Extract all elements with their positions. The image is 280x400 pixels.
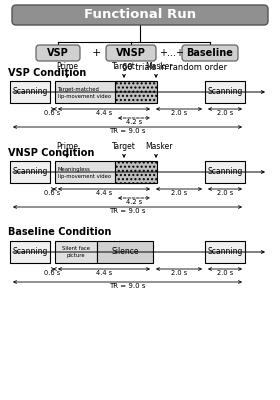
Bar <box>10 81 50 103</box>
Text: Meaningless
lip-movement video: Meaningless lip-movement video <box>58 167 111 178</box>
Text: 4.4 s: 4.4 s <box>96 110 112 116</box>
Text: Masker: Masker <box>145 62 173 71</box>
Text: Scanning: Scanning <box>207 168 243 176</box>
Bar <box>115 161 157 183</box>
Text: Target-matched
lip-movement video: Target-matched lip-movement video <box>58 87 111 99</box>
Text: Scanning: Scanning <box>207 88 243 96</box>
Text: 2.0 s: 2.0 s <box>217 190 233 196</box>
Text: 4.4 s: 4.4 s <box>96 270 112 276</box>
Text: 2.0 s: 2.0 s <box>171 190 187 196</box>
Text: Scanning: Scanning <box>12 88 48 96</box>
Text: Scanning: Scanning <box>12 248 48 256</box>
FancyBboxPatch shape <box>12 5 268 25</box>
FancyBboxPatch shape <box>36 45 80 61</box>
Text: Masker: Masker <box>145 142 173 151</box>
Text: 4.4 s: 4.4 s <box>96 190 112 196</box>
Text: Target: Target <box>112 62 136 71</box>
Text: 2.0 s: 2.0 s <box>217 110 233 116</box>
Text: VSP: VSP <box>47 48 69 58</box>
Text: 4.2 s: 4.2 s <box>126 199 142 205</box>
Text: Target: Target <box>112 142 136 151</box>
Bar <box>205 161 245 183</box>
Text: Silent face
picture: Silent face picture <box>62 246 90 258</box>
Text: TR = 9.0 s: TR = 9.0 s <box>109 283 146 289</box>
Text: 2.0 s: 2.0 s <box>217 270 233 276</box>
Text: VSP Condition: VSP Condition <box>8 68 86 78</box>
Text: VNSP Condition: VNSP Condition <box>8 148 94 158</box>
Text: Scanning: Scanning <box>12 168 48 176</box>
Text: Scanning: Scanning <box>207 248 243 256</box>
Bar <box>115 81 157 103</box>
Bar <box>205 241 245 263</box>
Text: Silence: Silence <box>111 248 139 256</box>
Bar <box>55 81 153 103</box>
Bar <box>10 161 50 183</box>
Text: TR = 9.0 s: TR = 9.0 s <box>109 208 146 214</box>
Text: 60 trials in random order: 60 trials in random order <box>122 64 228 72</box>
Text: +...+: +...+ <box>160 48 185 58</box>
Bar <box>55 241 97 263</box>
Text: TR = 9.0 s: TR = 9.0 s <box>109 128 146 134</box>
FancyBboxPatch shape <box>182 45 238 61</box>
Text: 0.6 s: 0.6 s <box>44 110 61 116</box>
FancyBboxPatch shape <box>106 45 156 61</box>
Text: Baseline: Baseline <box>186 48 234 58</box>
Text: 2.0 s: 2.0 s <box>171 270 187 276</box>
Text: 4.2 s: 4.2 s <box>126 119 142 125</box>
Text: 0.6 s: 0.6 s <box>44 190 61 196</box>
Bar <box>10 241 50 263</box>
Bar <box>55 161 153 183</box>
Text: 2.0 s: 2.0 s <box>171 110 187 116</box>
Text: Functional Run: Functional Run <box>84 8 196 22</box>
Text: Prime: Prime <box>56 142 78 151</box>
Text: VNSP: VNSP <box>116 48 146 58</box>
Text: 0.6 s: 0.6 s <box>44 270 61 276</box>
Bar <box>97 241 153 263</box>
Text: +: + <box>91 48 101 58</box>
Text: Baseline Condition: Baseline Condition <box>8 227 111 237</box>
Bar <box>205 81 245 103</box>
Text: Prime: Prime <box>56 62 78 71</box>
